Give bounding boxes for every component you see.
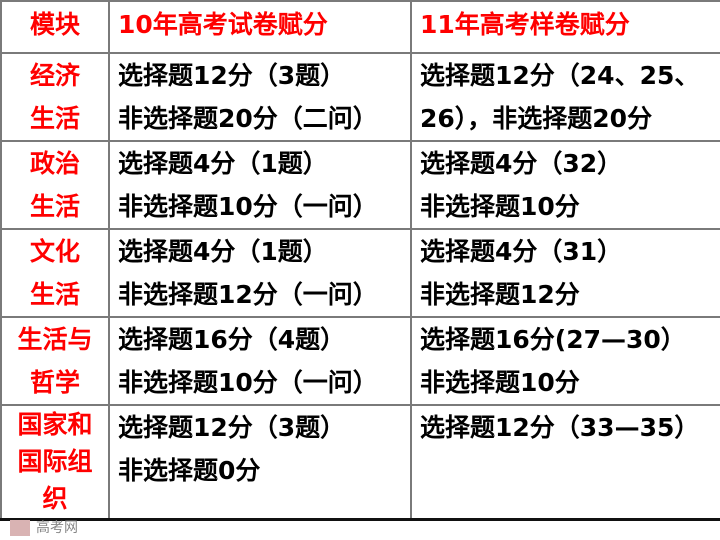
watermark-logo: 高考网 — [10, 519, 78, 537]
cell-line: 非选择题10分 — [420, 192, 580, 221]
y11-cell: 选择题4分（32） 非选择题10分 — [410, 140, 720, 230]
cell-line: 选择题4分（31） — [420, 237, 623, 266]
module-cell: 政治生活 — [0, 140, 110, 230]
cell-line: 选择题4分（32） — [420, 149, 623, 178]
table-row: 经济生活 选择题12分（3题） 非选择题20分（二问） 选择题12分（24、25、… — [0, 52, 720, 142]
cell-line: 选择题12分（3题） — [118, 61, 346, 90]
cell-line: 选择题16分(27—30） — [420, 325, 686, 354]
y10-cell: 选择题12分（3题） 非选择题0分 — [108, 404, 412, 521]
y10-cell: 选择题4分（1题） 非选择题10分（一问） — [108, 140, 412, 230]
module-cell: 生活与哲学 — [0, 316, 110, 406]
header-module: 模块 — [0, 0, 110, 54]
module-label: 生活与哲学 — [17, 325, 93, 397]
cell-line: 非选择题10分 — [420, 368, 580, 397]
cell-line: 非选择题12分 — [420, 280, 580, 309]
cell-line: 非选择题10分（一问） — [118, 368, 378, 397]
cell-line: 选择题12分（24、25、 — [420, 61, 700, 90]
table-row: 生活与哲学 选择题16分（4题） 非选择题10分（一问） 选择题16分(27—30… — [0, 316, 720, 406]
header-2010: 10年高考试卷赋分 — [108, 0, 412, 54]
module-cell: 文化生活 — [0, 228, 110, 318]
cell-line: 非选择题0分 — [118, 456, 261, 485]
y10-cell: 选择题4分（1题） 非选择题12分（一问） — [108, 228, 412, 318]
y11-cell: 选择题12分（24、25、 26），非选择题20分 — [410, 52, 720, 142]
cell-line: 选择题4分（1题） — [118, 237, 328, 266]
table-row: 国家和国际组织 选择题12分（3题） 非选择题0分 选择题12分（33—35） — [0, 404, 720, 521]
cell-line: 选择题12分（33—35） — [420, 413, 700, 442]
header-2011: 11年高考样卷赋分 — [410, 0, 720, 54]
score-table: 模块 10年高考试卷赋分 11年高考样卷赋分 经济生活 选择题12分（3题） 非选… — [0, 0, 720, 521]
cell-line: 非选择题20分（二问） — [118, 104, 378, 133]
y11-cell: 选择题16分(27—30） 非选择题10分 — [410, 316, 720, 406]
cell-line: 非选择题12分（一问） — [118, 280, 378, 309]
y10-cell: 选择题16分（4题） 非选择题10分（一问） — [108, 316, 412, 406]
y11-cell: 选择题4分（31） 非选择题12分 — [410, 228, 720, 318]
module-cell: 国家和国际组织 — [0, 404, 110, 521]
header-row: 模块 10年高考试卷赋分 11年高考样卷赋分 — [0, 0, 720, 54]
table-row: 政治生活 选择题4分（1题） 非选择题10分（一问） 选择题4分（32） 非选择题1… — [0, 140, 720, 230]
cell-line: 26），非选择题20分 — [420, 104, 653, 133]
module-cell: 经济生活 — [0, 52, 110, 142]
watermark-text: 高考网 — [36, 520, 78, 536]
logo-icon — [10, 520, 30, 536]
cell-line: 选择题4分（1题） — [118, 149, 328, 178]
cell-line: 选择题12分（3题） — [118, 413, 346, 442]
y11-cell: 选择题12分（33—35） — [410, 404, 720, 521]
y10-cell: 选择题12分（3题） 非选择题20分（二问） — [108, 52, 412, 142]
cell-line: 非选择题10分（一问） — [118, 192, 378, 221]
table-row: 文化生活 选择题4分（1题） 非选择题12分（一问） 选择题4分（31） 非选择题1… — [0, 228, 720, 318]
cell-line: 选择题16分（4题） — [118, 325, 346, 354]
